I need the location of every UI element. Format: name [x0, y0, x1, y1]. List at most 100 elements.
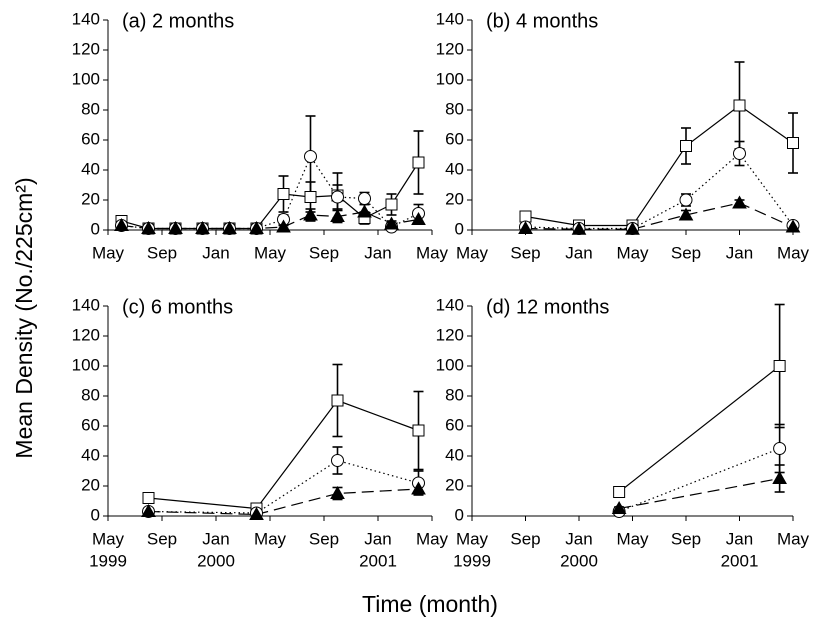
y-tick-label: 140 [436, 295, 464, 314]
y-tick-label: 100 [436, 355, 464, 374]
x-year-label: 2001 [359, 551, 397, 570]
x-tick-label: Jan [202, 243, 229, 262]
x-axis-label: Time (month) [362, 591, 498, 617]
marker [518, 220, 533, 234]
x-tick-label: May [254, 529, 287, 548]
x-year-label: 2000 [560, 551, 598, 570]
x-tick-label: Sep [671, 243, 701, 262]
x-tick-label: May [416, 529, 449, 548]
y-tick-label: 120 [436, 39, 464, 58]
panel-title: (c) 6 months [122, 296, 233, 318]
marker [303, 207, 318, 221]
marker [168, 220, 183, 234]
marker [249, 220, 264, 234]
marker [357, 204, 372, 218]
marker [331, 394, 344, 407]
x-tick-label: Sep [309, 529, 339, 548]
marker [412, 156, 425, 169]
series-line [121, 162, 420, 230]
marker [733, 147, 746, 160]
y-tick-label: 80 [445, 99, 464, 118]
series-line [525, 104, 794, 227]
y-tick-label: 20 [81, 189, 100, 208]
x-tick-label: May [254, 243, 287, 262]
marker [141, 220, 156, 234]
x-year-label: 1999 [89, 551, 127, 570]
y-axis-label: Mean Density (No./225cm²) [11, 177, 37, 458]
x-tick-label: Jan [565, 243, 592, 262]
series-line [148, 488, 419, 516]
marker [412, 424, 425, 437]
series-line [618, 365, 780, 493]
series-line [148, 459, 419, 514]
y-tick-label: 40 [445, 445, 464, 464]
series-line [618, 447, 780, 513]
marker [304, 191, 317, 203]
y-tick-label: 40 [81, 159, 100, 178]
marker [411, 481, 426, 495]
marker [679, 193, 693, 207]
marker [222, 220, 237, 234]
marker [385, 198, 398, 211]
marker [680, 140, 692, 152]
marker [330, 485, 345, 499]
marker [249, 506, 264, 520]
y-tick-label: 40 [81, 445, 100, 464]
y-tick-label: 120 [72, 325, 100, 344]
y-tick-label: 20 [81, 475, 100, 494]
y-tick-label: 100 [72, 355, 100, 374]
x-tick-label: May [416, 243, 449, 262]
marker [277, 188, 290, 200]
y-tick-label: 0 [455, 219, 464, 238]
marker [141, 503, 156, 517]
y-tick-label: 0 [455, 505, 464, 524]
marker [611, 500, 627, 514]
x-year-label: 1999 [453, 551, 491, 570]
x-tick-label: Sep [147, 243, 177, 262]
marker [678, 207, 694, 221]
marker [331, 454, 344, 467]
x-tick-label: May [777, 243, 810, 262]
marker [331, 190, 344, 204]
y-tick-label: 80 [445, 385, 464, 404]
marker [773, 442, 787, 455]
x-tick-label: Sep [510, 243, 540, 262]
y-tick-label: 60 [445, 415, 464, 434]
marker [330, 208, 345, 222]
marker [195, 220, 210, 234]
y-tick-label: 140 [72, 9, 100, 28]
y-tick-label: 80 [81, 385, 100, 404]
y-tick-label: 20 [445, 475, 464, 494]
x-tick-label: Sep [309, 243, 339, 262]
x-tick-label: Jan [726, 243, 753, 262]
panel-title: (a) 2 months [122, 10, 234, 32]
marker [114, 217, 129, 231]
marker [142, 492, 155, 504]
marker [732, 195, 747, 209]
y-tick-label: 40 [445, 159, 464, 178]
x-tick-label: May [777, 529, 810, 548]
marker [613, 486, 626, 498]
y-tick-label: 60 [81, 129, 100, 148]
marker [358, 192, 371, 205]
x-tick-label: Jan [726, 529, 753, 548]
y-tick-label: 140 [72, 295, 100, 314]
x-tick-label: May [92, 529, 125, 548]
y-tick-label: 20 [445, 189, 464, 208]
marker [625, 221, 640, 235]
marker [785, 219, 801, 233]
x-tick-label: Sep [510, 529, 540, 548]
y-tick-label: 100 [436, 69, 464, 88]
series-line [525, 202, 794, 230]
y-tick-label: 60 [445, 129, 464, 148]
marker [384, 216, 399, 230]
marker [519, 210, 532, 223]
series-line [619, 477, 780, 510]
marker [773, 360, 786, 372]
y-tick-label: 120 [436, 325, 464, 344]
x-tick-label: Jan [364, 529, 391, 548]
x-tick-label: May [92, 243, 125, 262]
x-tick-label: May [456, 243, 489, 262]
x-tick-label: Jan [202, 529, 229, 548]
